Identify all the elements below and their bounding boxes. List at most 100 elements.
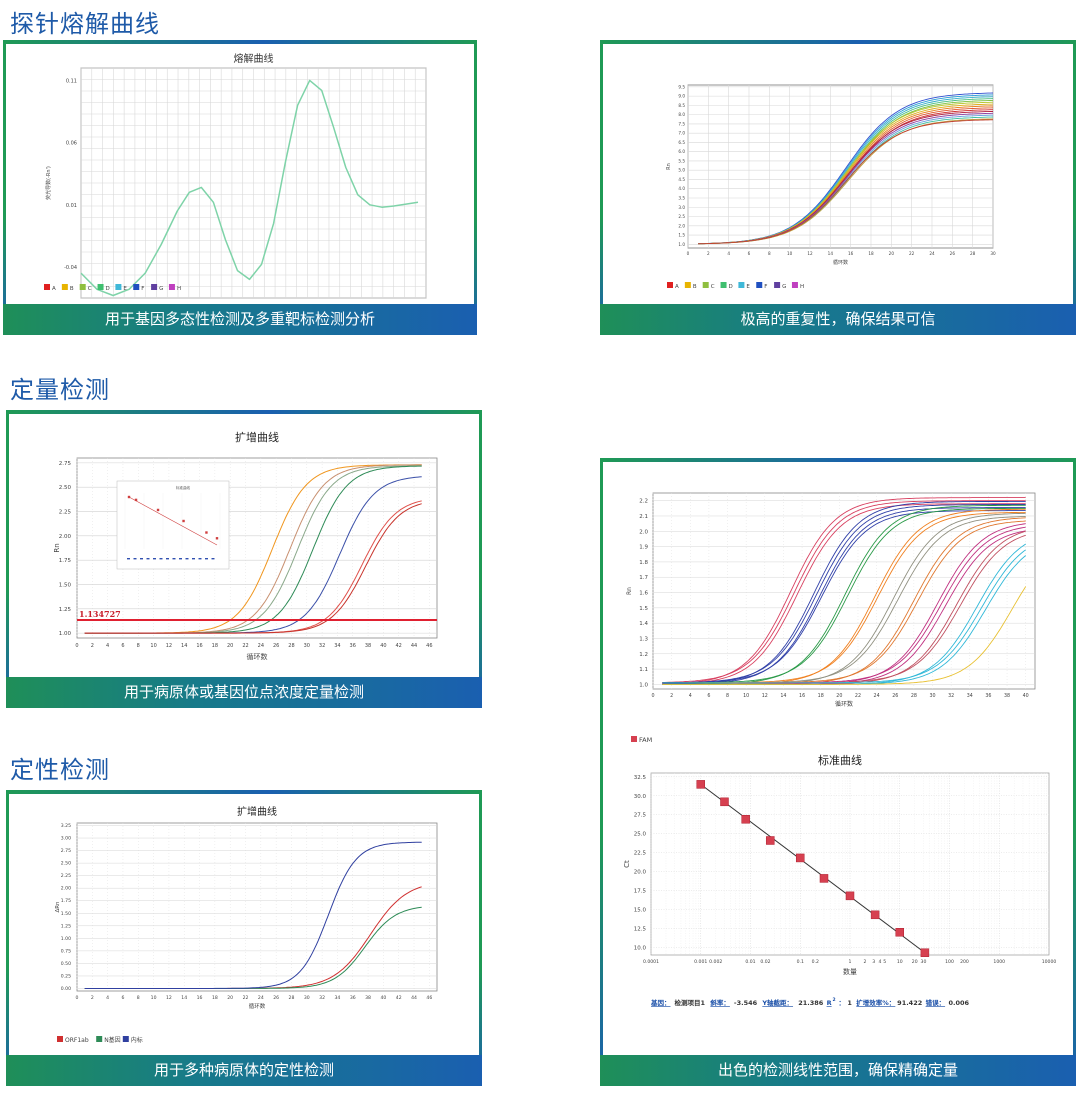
std-point [845, 891, 855, 901]
y-tick-label: 0.25 [61, 973, 71, 979]
x-tick-label: 4 [106, 643, 109, 649]
x-tick-label: 26 [892, 693, 898, 699]
y-tick-label: -0.04 [64, 265, 77, 271]
x-tick-label: 0.1 [797, 959, 804, 965]
x-axis-label: 循环数 [249, 1002, 266, 1010]
x-tick-label: 12 [166, 643, 172, 649]
stat-text: R [827, 999, 832, 1007]
inset-title: 标准曲线 [176, 485, 190, 490]
x-tick-label: 14 [828, 251, 834, 256]
y-tick-label: 1.0 [678, 242, 685, 247]
x-tick-label: 34 [334, 643, 340, 649]
inset-marker [205, 558, 208, 560]
std-point [819, 874, 829, 883]
legend-label: G [782, 284, 786, 290]
y-tick-label: 2.00 [59, 534, 72, 540]
x-tick-label: 8 [137, 643, 140, 649]
inset-point [127, 495, 131, 499]
y-tick-label: 1.7 [639, 575, 648, 581]
y-tick-label: 22.5 [634, 851, 647, 857]
panel-top-bar [600, 458, 1076, 462]
amp-series-line [662, 500, 1026, 683]
legend-label: A [52, 286, 56, 292]
x-tick-label: 20 [836, 693, 842, 699]
legend-swatch [115, 284, 122, 290]
stat-text: 0.006 [949, 999, 970, 1007]
y-tick-label: 3.5 [678, 195, 685, 200]
legend-swatch [97, 284, 104, 290]
y-tick-label: 1.25 [59, 607, 72, 613]
x-tick-label: 4 [689, 693, 692, 699]
stat-text: 1 [847, 999, 852, 1007]
x-tick-label: 2 [864, 959, 867, 965]
caption-repeat: 极高的重复性，确保结果可信 [600, 304, 1076, 335]
x-tick-label: 0.2 [812, 959, 819, 965]
x-tick-label: 30 [929, 693, 935, 699]
inset-marker [192, 558, 195, 560]
legend-swatch [96, 1036, 103, 1042]
y-tick-label: 15.0 [634, 908, 647, 914]
inset-point [134, 498, 138, 502]
x-tick-label: 36 [985, 693, 991, 699]
y-axis-label: Rn [53, 543, 61, 552]
y-tick-label: 1.8 [639, 560, 648, 566]
x-tick-label: 10 [150, 643, 156, 649]
inset-marker [166, 558, 169, 560]
legend-label: D [106, 286, 110, 292]
x-tick-label: 0.01 [745, 959, 755, 965]
qual-series-line [84, 841, 422, 989]
amp-series-line [662, 500, 1026, 685]
x-tick-label: 24 [929, 251, 935, 256]
section-title-qual: 定性检测 [10, 756, 110, 784]
inset-marker [198, 558, 202, 560]
legend-swatch [151, 284, 158, 290]
y-tick-label: 1.4 [639, 621, 648, 627]
inset-marker [127, 558, 130, 560]
x-tick-label: 16 [197, 995, 203, 1001]
caption-qual: 用于多种病原体的定性检测 [6, 1055, 482, 1086]
x-tick-label: 1000 [993, 959, 1005, 965]
std-point [766, 836, 775, 845]
y-tick-label: 1.6 [639, 591, 648, 597]
y-tick-label: 2.25 [61, 873, 71, 879]
y-tick-label: 1.00 [59, 631, 72, 637]
panel-top-bar [600, 40, 1076, 44]
amp-series-line [662, 504, 1026, 684]
legend-label: C [88, 286, 92, 292]
amp-series-line [662, 549, 1026, 684]
legend-label: G [159, 286, 163, 292]
legend-swatch [720, 282, 727, 288]
x-tick-label: 24 [258, 643, 264, 649]
x-tick-label: 30 [304, 643, 310, 649]
panel-linear: 1.0 1.1 1.2 1.3 1.4 1.5 1.6 1.7 1.8 1.9 2.0 2.1 2.2 0… [600, 458, 1076, 1086]
x-tick-label: 22 [242, 643, 248, 649]
inset-marker [146, 558, 150, 560]
legend-swatch [122, 1036, 129, 1042]
y-tick-label: 1.3 [639, 636, 648, 642]
x-tick-label: 18 [212, 995, 218, 1001]
y-tick-label: 1.75 [59, 558, 72, 564]
legend-swatch [61, 284, 68, 290]
x-tick-label: 28 [970, 251, 976, 256]
y-tick-label: 2.75 [59, 461, 72, 467]
stat-text: ： [839, 999, 846, 1007]
x-tick-label: 2 [91, 643, 94, 649]
amp-plot-area [652, 492, 1036, 690]
legend-label: B [70, 286, 74, 292]
x-tick-label: 4 [878, 959, 881, 965]
x-tick-label: 30 [304, 995, 310, 1001]
x-tick-label: 10 [897, 959, 903, 965]
y-tick-label: 0.75 [61, 948, 71, 954]
y-tick-label: 9.0 [678, 94, 685, 99]
y-tick-label: 2.50 [59, 485, 72, 491]
section-title-quant: 定量检测 [10, 376, 110, 404]
x-tick-label: 6 [707, 693, 710, 699]
x-tick-label: 20 [889, 251, 895, 256]
x-tick-label: 30 [921, 959, 927, 965]
x-tick-label: 26 [273, 995, 279, 1001]
legend-swatch [79, 284, 86, 290]
x-tick-label: 10000 [1042, 959, 1057, 965]
x-tick-label: 32 [319, 643, 325, 649]
x-tick-label: 18 [212, 643, 218, 649]
